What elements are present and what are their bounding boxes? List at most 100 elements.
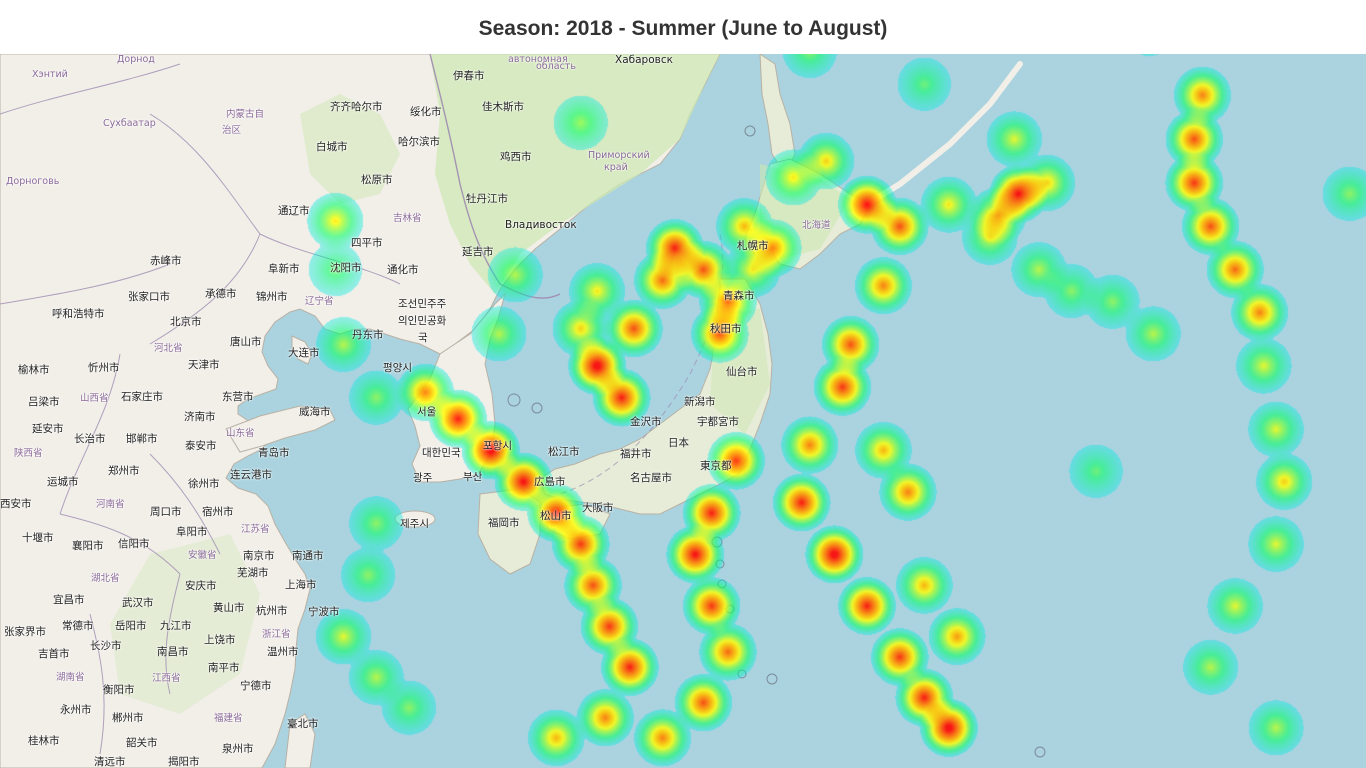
map-label: 岳阳市 (115, 620, 147, 632)
map-label: 阜阳市 (176, 526, 208, 538)
map-label: 福井市 (620, 448, 652, 460)
map-label: 安庆市 (185, 580, 217, 592)
map-label: 福建省 (214, 713, 243, 724)
map-label: 忻州市 (88, 362, 120, 374)
map-label: 邯郸市 (126, 433, 158, 445)
map-label: 十堰市 (22, 532, 54, 544)
map-title: Season: 2018 - Summer (June to August) (478, 17, 888, 40)
map-label: 仙台市 (726, 366, 758, 378)
map-label: 榆林市 (18, 364, 50, 376)
map-label: 承德市 (205, 288, 237, 300)
map-label: 延安市 (32, 423, 64, 435)
map-label: 松原市 (361, 174, 393, 186)
map-label: Дорнод (117, 54, 155, 65)
map-label: 松江市 (548, 446, 580, 458)
map-label: 広島市 (534, 476, 566, 488)
map-label: 泰安市 (185, 440, 217, 452)
map-label: 绥化市 (410, 106, 442, 118)
map-label: 沈阳市 (330, 262, 362, 274)
map-label: 南京市 (243, 550, 275, 562)
map-label: 서울 (417, 406, 437, 418)
heatmap-layer (0, 54, 1366, 768)
map-label: 白城市 (316, 141, 348, 153)
map-label: 金沢市 (630, 416, 662, 428)
map-label: 天津市 (188, 359, 220, 371)
map-label: 포항시 (483, 440, 512, 452)
map-label: 札幌市 (737, 240, 769, 252)
map-label: 山西省 (80, 393, 109, 404)
map-label: 日本 (668, 437, 689, 449)
map-label: 山东省 (226, 428, 255, 439)
map-label: 郴州市 (112, 712, 144, 724)
map-label: область (536, 61, 576, 72)
map-label: 张家界市 (4, 626, 46, 638)
map-label: 石家庄市 (121, 391, 163, 403)
map-label: 국 (418, 332, 428, 344)
map-label: Владивосток (505, 219, 577, 231)
map-label: 泉州市 (222, 743, 254, 755)
map-label: 大连市 (288, 347, 320, 359)
map-label: 北京市 (170, 316, 202, 328)
map-label: 宁波市 (308, 606, 340, 618)
map-label: 信阳市 (118, 538, 150, 550)
map-label: 武汉市 (122, 597, 154, 609)
map-label: 松山市 (540, 510, 572, 522)
map-label: 鸡西市 (500, 151, 532, 163)
map-label: 北海道 (802, 220, 831, 231)
map-label: 温州市 (267, 646, 299, 658)
map-label: 通辽市 (278, 205, 310, 217)
map-label: 治区 (222, 125, 242, 136)
map-label: 济南市 (184, 411, 216, 423)
map-label: 四平市 (351, 237, 383, 249)
map-label: 吉林省 (393, 213, 422, 224)
map-label: 湖南省 (56, 672, 85, 683)
map-label: 韶关市 (126, 737, 158, 749)
map-label: 内蒙古自 (226, 109, 265, 120)
map-label: 南平市 (208, 662, 240, 674)
map-label: 南通市 (292, 550, 324, 562)
map-label: 通化市 (387, 264, 419, 276)
map-label: 대한민국 (422, 447, 461, 459)
map-label: 광주 (413, 472, 433, 484)
map-label: 河南省 (96, 499, 125, 510)
map-label: 湖北省 (91, 573, 120, 584)
map-label: 芜湖市 (237, 567, 269, 579)
map-label: 臺北市 (287, 718, 319, 730)
map-label: 新潟市 (684, 396, 716, 408)
map-label: 辽宁省 (305, 296, 334, 307)
map-label: 陕西省 (14, 448, 43, 459)
map-container[interactable]: Хабаровск 伊春市 齐齐哈尔市 绥化市 佳木斯市 哈尔滨市 白城市 鸡西市 松原市 牡丹江… (0, 54, 1366, 768)
map-label: 锦州市 (256, 291, 288, 303)
map-label: 부산 (463, 471, 483, 483)
map-label: автономная (508, 54, 568, 65)
map-label: 桂林市 (28, 735, 60, 747)
map-label: 唐山市 (230, 336, 262, 348)
map-label: 江苏省 (241, 524, 270, 535)
map-label: 宁德市 (240, 680, 272, 692)
map-label: 江西省 (152, 673, 181, 684)
map-label: 延吉市 (462, 246, 494, 258)
map-label: 郑州市 (108, 465, 140, 477)
map-label: 周口市 (150, 506, 182, 518)
map-label: 阜新市 (268, 263, 300, 275)
map-label: 吉首市 (38, 648, 70, 660)
map-label: Дорноговь (6, 176, 60, 187)
map-label: 浙江省 (262, 629, 291, 640)
map-label: 九江市 (160, 620, 192, 632)
map-label: 上饶市 (204, 634, 236, 646)
map-label: 襄阳市 (72, 540, 104, 552)
map-label: 의인민공화 (398, 315, 447, 327)
map-label: 宇都宮市 (697, 416, 739, 428)
map-label: 徐州市 (188, 478, 220, 490)
map-label: Хэнтий (32, 69, 68, 80)
map-label: 丹东市 (352, 329, 384, 341)
map-label: 齐齐哈尔市 (330, 101, 383, 113)
title-bar: Season: 2018 - Summer (June to August) (0, 0, 1366, 54)
map-label: 揭阳市 (168, 756, 200, 768)
map-label: 제주시 (400, 518, 429, 530)
map-label: 大阪市 (582, 502, 614, 514)
map-label: 安徽省 (188, 550, 217, 561)
map-label: 秋田市 (710, 323, 742, 335)
map-label: 威海市 (299, 406, 331, 418)
map-label: 张家口市 (128, 291, 170, 303)
